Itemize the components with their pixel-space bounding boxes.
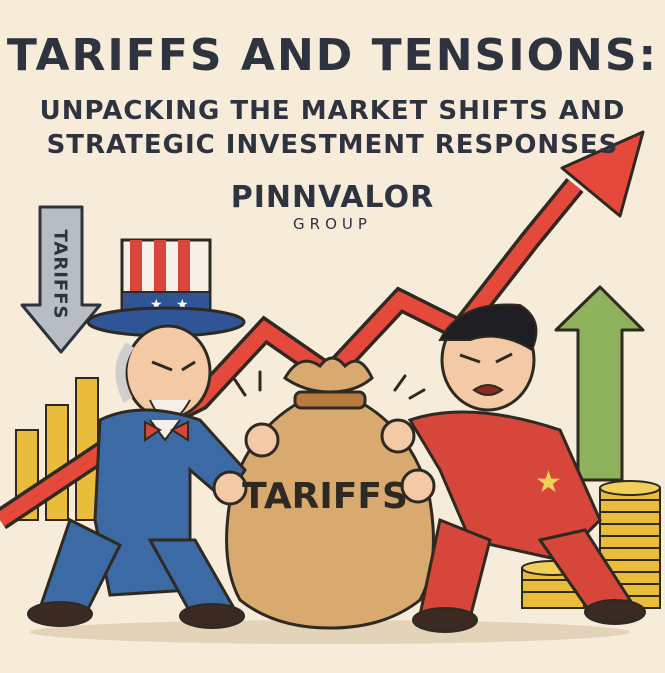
tension-marks — [233, 370, 426, 400]
subtitle-line-1: UNPACKING THE MARKET SHIFTS AND — [39, 96, 626, 126]
brand-subname: GROUP — [293, 215, 372, 233]
opponent-figure: ★ — [380, 303, 646, 633]
ground-shadow — [30, 620, 630, 644]
down-arrow-icon — [20, 205, 102, 354]
page-title: TARIFFS AND TENSIONS: — [6, 30, 659, 81]
green-up-arrow-icon — [554, 285, 645, 482]
down-arrow-text: TARIFFS — [49, 229, 71, 319]
subtitle-line-2: STRATEGIC INVESTMENT RESPONSES — [46, 130, 619, 160]
down-arrow-label: TARIFFS — [34, 224, 86, 324]
brand-name: PINNVALOR — [230, 180, 435, 215]
bag-label: TARIFFS — [242, 476, 408, 517]
uncle-sam-figure: ★ ★ — [27, 238, 280, 629]
svg-text:★: ★ — [535, 465, 562, 500]
